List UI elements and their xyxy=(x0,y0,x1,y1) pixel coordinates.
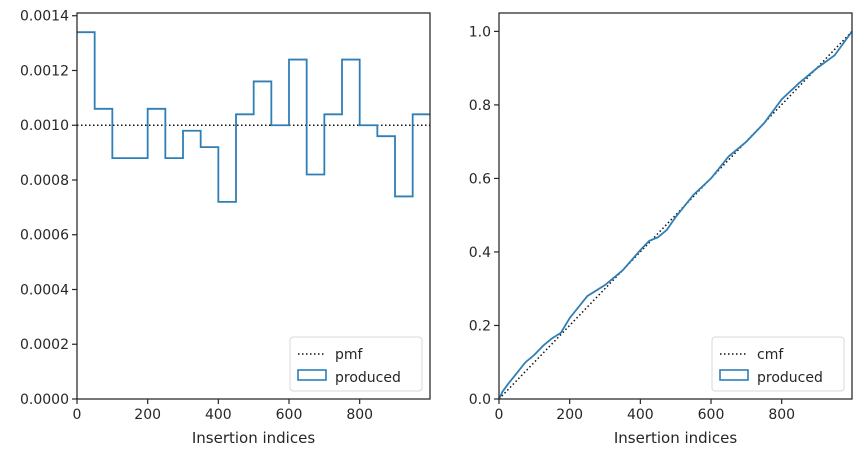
x-tick-label: 800 xyxy=(768,407,795,423)
legend-label-produced: produced xyxy=(757,370,823,386)
series-cmf-line xyxy=(498,30,853,400)
axes-frame xyxy=(498,12,853,400)
legend-label-cmf: cmf xyxy=(757,347,784,363)
y-tick-label: 0.0 xyxy=(469,392,491,408)
x-tick-label: 400 xyxy=(205,407,232,423)
legend-box xyxy=(711,336,845,392)
x-tick-label: 600 xyxy=(698,407,725,423)
y-tick-label: 1.0 xyxy=(469,24,491,40)
series-produced-line xyxy=(498,30,853,400)
y-tick-label: 0.4 xyxy=(469,245,491,261)
y-tick-label: 0.0000 xyxy=(20,392,69,408)
y-tick-label: 0.0014 xyxy=(20,9,69,25)
x-tick-label: 200 xyxy=(556,407,583,423)
x-tick-label: 0 xyxy=(73,407,82,423)
legend-label-pmf: pmf xyxy=(335,347,364,363)
x-tick-label: 200 xyxy=(134,407,161,423)
y-tick-label: 0.0006 xyxy=(20,228,69,244)
x-axis-ticks: 0 200 400 600 800 xyxy=(73,399,373,423)
legend-box xyxy=(289,336,423,392)
y-axis-ticks: 0.0000 0.0002 0.0004 0.0006 0.0008 0.0010 0.00… xyxy=(20,9,77,408)
y-tick-label: 0.0002 xyxy=(20,337,69,353)
series-produced-line xyxy=(77,31,430,203)
x-axis-label: Insertion indices xyxy=(192,429,315,447)
y-tick-label: 0.0012 xyxy=(20,63,69,79)
x-axis-ticks: 0 200 400 600 800 xyxy=(495,399,795,423)
x-axis-label: Insertion indices xyxy=(614,429,737,447)
pmf-histogram-panel: 0.0000 0.0002 0.0004 0.0006 0.0008 0.0010 0.00… xyxy=(20,9,431,447)
y-tick-label: 0.8 xyxy=(469,98,491,114)
plot-area xyxy=(77,31,430,203)
y-tick-label: 0.6 xyxy=(469,171,491,187)
x-tick-label: 400 xyxy=(627,407,654,423)
x-tick-label: 800 xyxy=(346,407,373,423)
legend-swatch-produced xyxy=(719,369,749,381)
plot-area xyxy=(498,30,853,400)
y-tick-label: 0.2 xyxy=(469,318,491,334)
cmf-cumulative-panel: 0.0 0.2 0.4 0.6 0.8 1.0 0 200 400 600 800 Inserti… xyxy=(469,12,853,447)
axes-frame xyxy=(76,12,431,400)
y-tick-label: 0.0004 xyxy=(20,282,69,298)
legend: cmf produced xyxy=(711,336,845,392)
legend-swatch-produced xyxy=(297,369,327,381)
x-tick-label: 600 xyxy=(276,407,303,423)
y-tick-label: 0.0008 xyxy=(20,173,69,189)
legend-label-produced: produced xyxy=(335,370,401,386)
y-axis-ticks: 0.0 0.2 0.4 0.6 0.8 1.0 xyxy=(469,24,499,408)
x-tick-label: 0 xyxy=(495,407,504,423)
y-tick-label: 0.0010 xyxy=(20,118,69,134)
legend: pmf produced xyxy=(289,336,423,392)
